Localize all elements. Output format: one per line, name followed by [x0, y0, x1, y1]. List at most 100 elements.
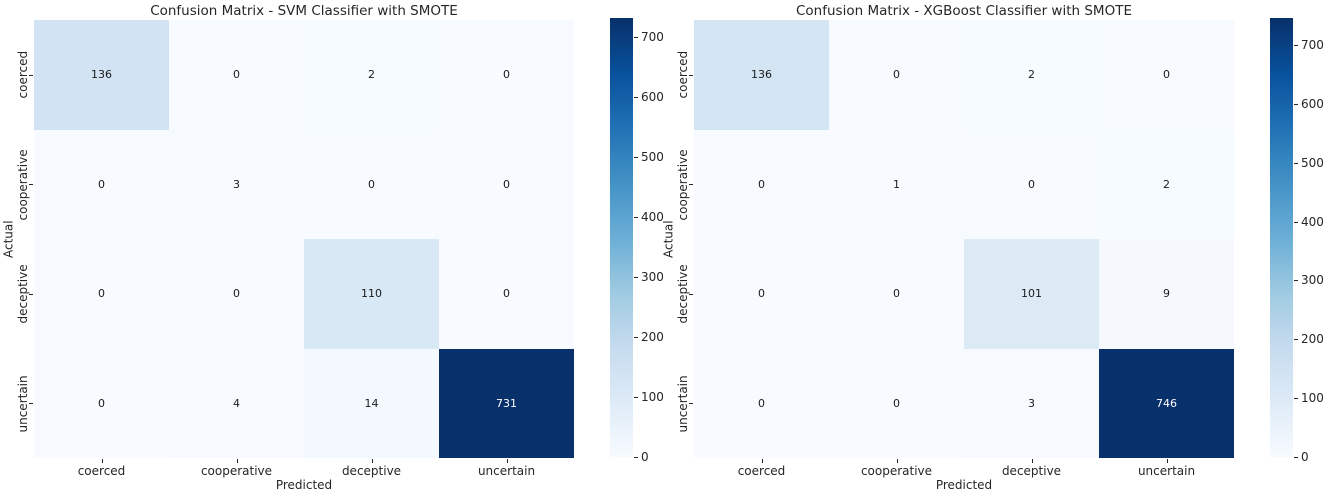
colorbar-tick-label: 200	[641, 329, 664, 344]
cell-value: 9	[1163, 287, 1170, 301]
colorbar-tick-mark	[1294, 45, 1298, 47]
y-tick-label: uncertain	[16, 374, 30, 432]
heatmap-grid: 136 0 2 0 0 1 0 2 0 0 101 9 0 0 3 746	[694, 20, 1234, 458]
panel-xgboost-confusion-matrix: Confusion Matrix - XGBoost Classifier wi…	[660, 0, 1325, 492]
colorbar-tick-mark	[1294, 398, 1298, 400]
colorbar-tick-label: 500	[641, 149, 664, 164]
panel-svm-confusion-matrix: Confusion Matrix - SVM Classifier with S…	[0, 0, 664, 492]
x-tick-label: coerced	[737, 464, 786, 478]
cell-value: 1	[893, 177, 900, 191]
cell-value: 0	[758, 287, 765, 301]
cell-value: 3	[233, 177, 240, 191]
y-tick-label: uncertain	[676, 374, 690, 432]
cell-value: 4	[233, 396, 240, 410]
colorbar-tick-mark	[1294, 457, 1298, 458]
y-tick-mark	[29, 74, 33, 76]
heatmap-cell: 0	[439, 239, 574, 349]
cell-value: 0	[233, 68, 240, 82]
cell-value: 2	[368, 68, 375, 82]
cell-value: 136	[751, 68, 772, 82]
cell-value: 3	[1028, 396, 1035, 410]
heatmap-cell: 14	[304, 348, 439, 458]
y-tick-mark	[689, 293, 693, 295]
y-tick-mark	[689, 184, 693, 186]
colorbar-tick-label: 100	[641, 389, 664, 404]
y-tick-mark	[29, 293, 33, 295]
heatmap-cell: 0	[439, 20, 574, 130]
colorbar-tick-mark	[634, 336, 638, 338]
heatmap-cell: 2	[964, 20, 1099, 130]
x-tick-mark	[506, 459, 508, 463]
cell-value: 0	[98, 177, 105, 191]
y-tick-label: cooperative	[16, 148, 30, 220]
cell-value: 0	[233, 287, 240, 301]
cell-value: 0	[758, 177, 765, 191]
cell-value: 110	[361, 287, 382, 301]
cell-value: 0	[893, 287, 900, 301]
x-tick-label: cooperative	[860, 464, 933, 478]
colorbar-tick-label: 0	[641, 450, 649, 464]
colorbar	[1270, 18, 1293, 457]
y-tick-mark	[689, 403, 693, 405]
cell-value: 0	[98, 396, 105, 410]
heatmap-cell: 0	[169, 239, 304, 349]
heatmap-cell: 0	[169, 20, 304, 130]
cell-value: 101	[1021, 287, 1042, 301]
x-tick-mark	[1166, 459, 1168, 463]
x-tick-label: uncertain	[477, 464, 536, 478]
cell-value: 136	[91, 68, 112, 82]
heatmap-cell: 110	[304, 239, 439, 349]
colorbar-tick-label: 200	[1301, 332, 1324, 347]
heatmap-cell: 2	[1099, 129, 1234, 239]
x-tick-label: deceptive	[341, 464, 402, 478]
colorbar-tick-mark	[1294, 221, 1298, 223]
y-tick-label: deceptive	[16, 264, 30, 324]
colorbar-tick-label: 700	[641, 29, 664, 44]
heatmap-cell: 1	[829, 129, 964, 239]
heatmap-cell: 0	[964, 129, 1099, 239]
heatmap-cell: 0	[1099, 20, 1234, 130]
x-axis-label: Predicted	[275, 478, 333, 492]
heatmap-cell: 9	[1099, 239, 1234, 349]
chart-title: Confusion Matrix - XGBoost Classifier wi…	[796, 3, 1132, 19]
cell-value: 0	[503, 68, 510, 82]
cell-value: 2	[1028, 68, 1035, 82]
heatmap-cell: 0	[694, 239, 829, 349]
colorbar-tick-mark	[634, 457, 638, 458]
x-tick-label: cooperative	[200, 464, 273, 478]
colorbar-tick-mark	[634, 396, 638, 398]
heatmap-cell: 0	[694, 129, 829, 239]
x-tick-label: deceptive	[1001, 464, 1062, 478]
heatmap-cell: 0	[34, 348, 169, 458]
cell-value: 14	[364, 396, 379, 410]
colorbar-tick-label: 600	[641, 89, 664, 104]
heatmap-cell: 0	[34, 129, 169, 239]
heatmap-cell: 3	[964, 348, 1099, 458]
chart-title: Confusion Matrix - SVM Classifier with S…	[150, 3, 458, 19]
colorbar-tick-label: 600	[1301, 96, 1324, 111]
heatmap-grid: 136 0 2 0 0 3 0 0 0 0 110 0 0 4 14 731	[34, 20, 574, 458]
colorbar-tick-mark	[1294, 103, 1298, 105]
cell-value: 0	[1163, 68, 1170, 82]
heatmap-cell: 0	[34, 239, 169, 349]
heatmap-cell: 746	[1099, 348, 1234, 458]
heatmap-cell: 0	[829, 348, 964, 458]
heatmap-cell: 136	[34, 20, 169, 130]
x-axis-label: Predicted	[935, 478, 993, 492]
x-tick-mark	[236, 459, 238, 463]
y-tick-mark	[29, 184, 33, 186]
colorbar-tick-label: 400	[1301, 214, 1324, 229]
y-tick-mark	[689, 74, 693, 76]
cell-value: 731	[496, 396, 517, 410]
heatmap-cell: 0	[694, 348, 829, 458]
cell-value: 0	[758, 396, 765, 410]
colorbar-tick-mark	[1294, 280, 1298, 282]
x-tick-label: uncertain	[1137, 464, 1196, 478]
cell-value: 0	[1028, 177, 1035, 191]
y-tick-label: coerced	[16, 50, 30, 99]
heatmap-cell: 0	[829, 20, 964, 130]
heatmap-cell: 136	[694, 20, 829, 130]
x-tick-label: coerced	[77, 464, 126, 478]
heatmap-cell: 0	[829, 239, 964, 349]
colorbar-tick-label: 100	[1301, 391, 1324, 406]
